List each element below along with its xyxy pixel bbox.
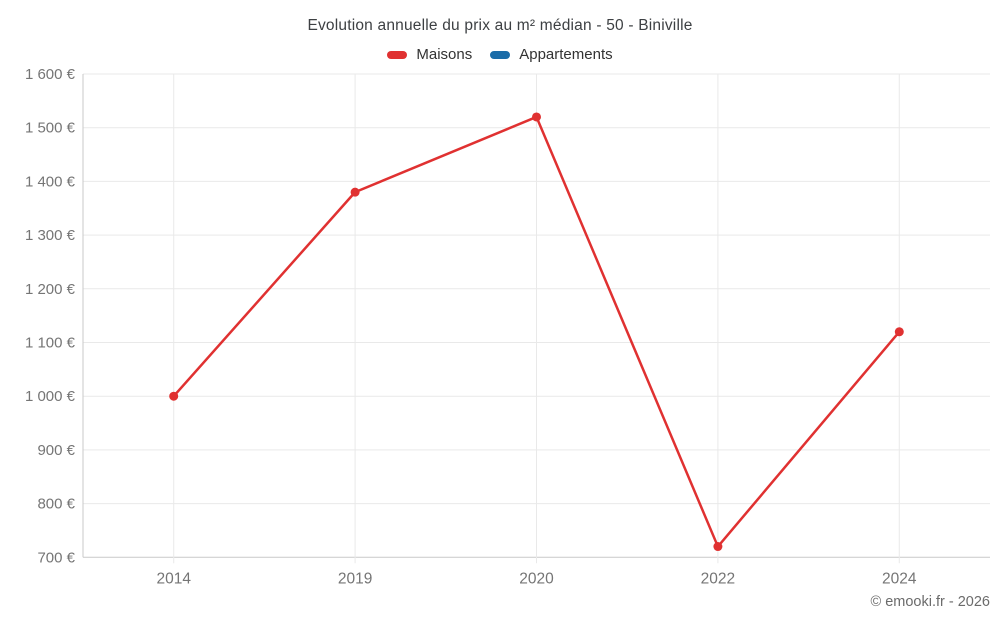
legend-item-appartements[interactable]: Appartements: [490, 46, 613, 63]
y-tick-label: 1 100 €: [25, 335, 76, 352]
chart-legend: Maisons Appartements: [0, 46, 1000, 63]
y-tick-label: 800 €: [37, 496, 75, 513]
y-tick-label: 1 200 €: [25, 281, 76, 298]
y-tick-label: 1 500 €: [25, 120, 76, 137]
data-point-maisons-2014[interactable]: [169, 391, 179, 401]
y-tick-label: 1 300 €: [25, 227, 76, 244]
x-tick-label: 2014: [156, 570, 191, 587]
data-point-maisons-2020[interactable]: [532, 112, 541, 122]
copyright-text: © emooki.fr - 2026: [870, 594, 990, 610]
legend-label: Appartements: [519, 46, 613, 63]
data-point-maisons-2022[interactable]: [713, 542, 723, 552]
legend-item-maisons[interactable]: Maisons: [387, 46, 472, 63]
x-tick-label: 2019: [338, 570, 372, 587]
chart-title: Evolution annuelle du prix au m² médian …: [307, 17, 693, 34]
y-tick-label: 1 400 €: [25, 173, 76, 190]
y-tick-label: 900 €: [37, 442, 75, 459]
data-point-maisons-2019[interactable]: [350, 187, 360, 197]
y-tick-label: 1 000 €: [25, 388, 76, 405]
x-tick-label: 2020: [519, 570, 554, 587]
legend-swatch-icon: [387, 50, 408, 59]
legend-swatch-icon: [490, 50, 511, 59]
y-tick-label: 1 600 €: [25, 66, 76, 83]
y-tick-label: 700 €: [37, 549, 75, 566]
x-tick-label: 2022: [701, 570, 735, 587]
legend-label: Maisons: [416, 46, 473, 63]
x-tick-label: 2024: [882, 570, 917, 587]
data-point-maisons-2024[interactable]: [894, 327, 904, 337]
